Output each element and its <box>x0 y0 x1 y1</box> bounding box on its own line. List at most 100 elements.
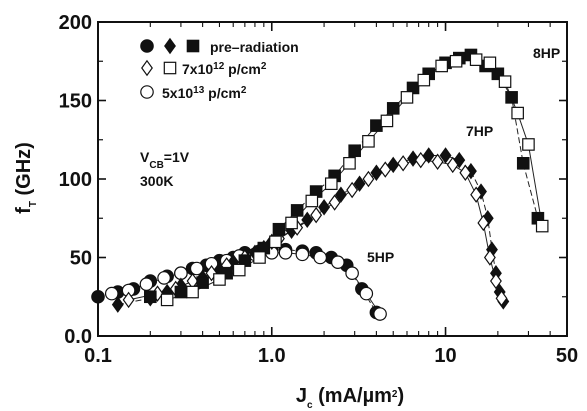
data-point-8hp-post <box>435 59 448 73</box>
data-point-7hp-post <box>397 155 410 172</box>
legend-marker-open-square <box>163 61 177 75</box>
data-point-8hp-post <box>305 194 319 208</box>
data-point-8hp-pre <box>370 119 383 132</box>
data-point-7hp-pre <box>318 199 331 216</box>
data-point-8hp-post <box>160 293 174 307</box>
data-point-5hp-post <box>359 286 374 301</box>
legend-5e13-sup: 13 <box>193 85 205 96</box>
data-point-8hp-pre <box>505 91 518 104</box>
data-point-8hp-pre <box>348 144 361 158</box>
data-point-7hp-post <box>328 194 341 211</box>
data-point-7hp-post <box>470 186 483 203</box>
data-point-7hp-pre <box>353 175 366 192</box>
data-point-5hp-post <box>278 245 293 260</box>
data-point-8hp-post <box>522 138 535 151</box>
data-point-8hp-post <box>511 106 524 120</box>
legend-5e13-main: 5x10 <box>162 85 193 101</box>
data-point-8hp-pre <box>144 290 157 304</box>
data-point-5hp-post <box>139 277 154 291</box>
data-point-7hp-post <box>431 153 444 170</box>
data-point-8hp-post <box>400 91 414 104</box>
x-tick-label: 1.0 <box>258 345 286 367</box>
data-point-7hp-post <box>495 290 508 307</box>
data-point-8hp-post <box>213 273 226 286</box>
data-point-7hp-post <box>483 249 496 266</box>
legend-5e13-sup2: 2 <box>241 85 247 96</box>
data-point-8hp-post <box>324 177 338 191</box>
data-point-8hp-post <box>232 263 246 277</box>
data-point-8hp-post <box>285 216 298 230</box>
data-point-5hp-post <box>331 255 345 270</box>
x-axis-label-sup: 2 <box>392 389 398 400</box>
data-point-8hp-post <box>186 285 199 299</box>
series-label-8hp: 8HP <box>533 45 560 61</box>
data-point-8hp-post <box>269 235 282 249</box>
legend-marker-filled-square <box>186 39 200 53</box>
legend-7e12-sup: 12 <box>213 61 225 72</box>
data-point-8hp-post <box>253 251 266 264</box>
data-point-7hp-pre <box>111 296 124 313</box>
y-tick-label: 150 <box>59 91 92 113</box>
legend-marker-filled-diamond <box>164 37 176 55</box>
x-tick-label: 0.1 <box>84 345 112 367</box>
y-axis-label-rest: (GHz) <box>13 142 35 201</box>
data-point-7hp-post <box>310 206 323 224</box>
x-tick-label: 50 <box>556 345 578 367</box>
data-point-8hp-pre <box>290 204 304 217</box>
legend-entry-7e12: 7x1012 p/cm2 <box>182 61 267 78</box>
x-axis-label: Jc (mA/µm2) <box>296 385 404 411</box>
y-axis-label-sub: T <box>28 201 39 207</box>
x-axis-label-end: ) <box>397 385 404 407</box>
data-point-7hp-pre <box>439 147 452 164</box>
data-point-7hp-post <box>446 156 459 174</box>
legend-5e13-rest: p/cm <box>204 85 241 101</box>
y-tick-label: 200 <box>59 12 92 34</box>
legend-marker-open-circle <box>140 85 154 99</box>
data-point-7hp-post <box>477 214 490 232</box>
legend: pre–radiation 7x1012 p/cm2 5x1013 p/cm2 <box>140 37 299 102</box>
annotation-vcb-sub: CB <box>149 160 163 171</box>
y-tick-label: 50 <box>70 248 92 270</box>
x-axis-label-sub: c <box>307 400 313 411</box>
legend-entry-pre-radiation: pre–radiation <box>210 39 299 55</box>
data-point-8hp-post <box>483 56 497 70</box>
legend-marker-open-diamond <box>141 59 153 77</box>
data-point-8hp-post <box>498 75 512 88</box>
data-point-8hp-post <box>535 219 549 233</box>
data-point-7hp-pre <box>301 211 314 229</box>
y-tick-label: 100 <box>59 169 92 191</box>
data-point-7hp-post <box>346 181 359 199</box>
data-point-5hp-post <box>157 271 171 285</box>
data-point-5hp-post <box>313 250 328 265</box>
data-point-7hp-post <box>122 291 135 309</box>
data-point-7hp-post <box>379 161 392 178</box>
data-point-7hp-post <box>414 151 427 169</box>
annotation-vcb-main: V <box>140 149 150 165</box>
data-point-7hp-post <box>489 272 502 290</box>
y-tick-label: 0.0 <box>64 326 92 348</box>
data-point-7hp-pre <box>422 147 435 164</box>
data-point-5hp-post <box>345 266 359 280</box>
annotation-temperature: 300K <box>140 173 173 189</box>
legend-entry-5e13: 5x1013 p/cm2 <box>162 85 247 102</box>
data-point-5hp-post <box>189 261 204 276</box>
annotation-vcb: VCB=1V <box>140 149 190 171</box>
data-point-7hp-pre <box>453 151 466 169</box>
plot-area <box>91 48 549 321</box>
data-point-8hp-post <box>380 114 394 128</box>
data-point-8hp-post <box>469 53 483 66</box>
legend-markers <box>140 37 200 99</box>
legend-7e12-main: 7x10 <box>182 61 213 77</box>
data-point-7hp-pre <box>370 164 383 181</box>
data-point-5hp-post <box>104 286 119 301</box>
data-point-8hp-pre <box>516 157 530 170</box>
data-point-5hp-post <box>295 247 310 262</box>
data-point-8hp-post <box>449 54 463 68</box>
data-point-8hp-pre <box>272 222 286 236</box>
series-label-5hp: 5HP <box>367 249 394 265</box>
data-point-7hp-post <box>362 170 375 188</box>
data-point-7hp-pre <box>407 150 419 167</box>
axes: 0.0 50 100 150 200 0.1 1.0 10 50 <box>59 12 579 367</box>
